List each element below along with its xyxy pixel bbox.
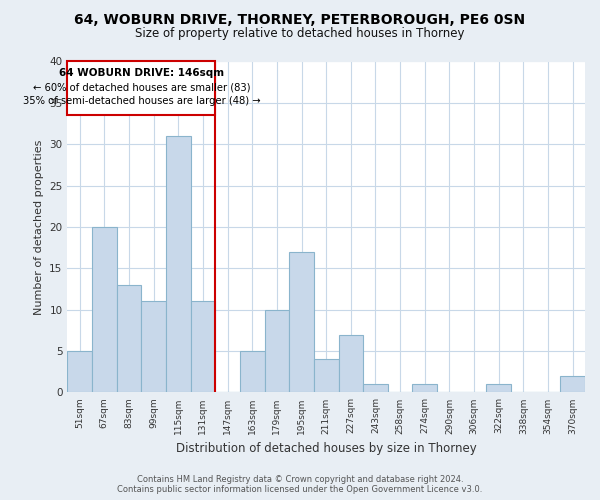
Bar: [412, 384, 437, 392]
Bar: [166, 136, 191, 392]
Text: Contains HM Land Registry data © Crown copyright and database right 2024.
Contai: Contains HM Land Registry data © Crown c…: [118, 474, 482, 494]
Bar: [92, 227, 116, 392]
Bar: [338, 334, 363, 392]
Bar: [363, 384, 388, 392]
Bar: [116, 285, 142, 393]
Text: 64, WOBURN DRIVE, THORNEY, PETERBOROUGH, PE6 0SN: 64, WOBURN DRIVE, THORNEY, PETERBOROUGH,…: [74, 12, 526, 26]
Bar: [67, 351, 92, 393]
Bar: [560, 376, 585, 392]
Bar: [487, 384, 511, 392]
Text: ← 60% of detached houses are smaller (83): ← 60% of detached houses are smaller (83…: [32, 82, 250, 92]
Y-axis label: Number of detached properties: Number of detached properties: [34, 140, 44, 314]
Bar: [142, 302, 166, 392]
FancyBboxPatch shape: [67, 62, 215, 116]
Bar: [265, 310, 289, 392]
X-axis label: Distribution of detached houses by size in Thorney: Distribution of detached houses by size …: [176, 442, 476, 455]
Bar: [240, 351, 265, 393]
Text: 35% of semi-detached houses are larger (48) →: 35% of semi-detached houses are larger (…: [23, 96, 260, 106]
Text: Size of property relative to detached houses in Thorney: Size of property relative to detached ho…: [135, 28, 465, 40]
Bar: [289, 252, 314, 392]
Text: 64 WOBURN DRIVE: 146sqm: 64 WOBURN DRIVE: 146sqm: [59, 68, 224, 78]
Bar: [191, 302, 215, 392]
Bar: [314, 360, 338, 392]
